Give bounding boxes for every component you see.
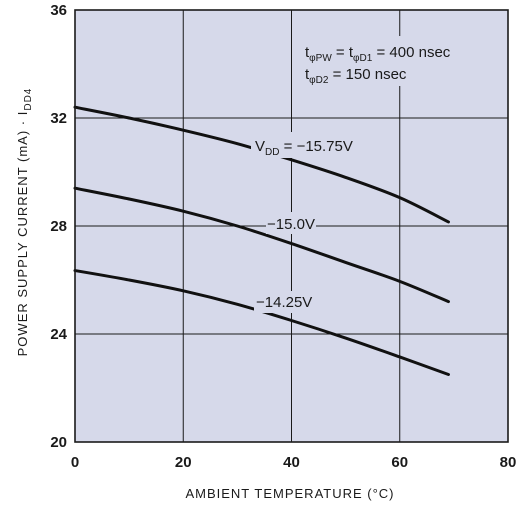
series-label-14-25: −14.25V [256,294,312,311]
condition-line-2: tφD2 = 150 nsec [305,66,407,86]
x-tick-label: 20 [175,454,192,471]
conditions-backdrop [296,36,500,86]
y-tick-label: 24 [50,326,67,343]
x-tick-label: 40 [283,454,300,471]
series-label-15-0: −15.0V [267,216,315,233]
y-tick-labels: 20 24 28 32 36 [50,2,67,451]
y-tick-label: 20 [50,434,67,451]
series-label-backdrop-3 [254,291,320,313]
x-tick-label: 0 [71,454,79,471]
series-line-2 [73,186,450,304]
x-tick-label: 80 [500,454,517,471]
y-tick-label: 32 [50,110,67,127]
series-label-vdd-15-75: VDD = −15.75V [255,138,353,158]
x-tick-label: 60 [391,454,408,471]
x-axis-title: AMBIENT TEMPERATURE (°C) [185,486,394,501]
x-tick-labels: 0 20 40 60 80 [71,454,517,471]
y-axis-title: POWER SUPPLY CURRENT (mA) · IDD4 [15,88,34,357]
plot-frame [74,9,509,443]
series-label-backdrop-2 [266,212,316,234]
y-tick-label: 36 [50,2,67,19]
series-label-backdrop-1 [251,132,377,158]
y-tick-label: 28 [50,218,67,235]
condition-line-1: tφPW = tφD1 = 400 nsec [305,44,451,64]
